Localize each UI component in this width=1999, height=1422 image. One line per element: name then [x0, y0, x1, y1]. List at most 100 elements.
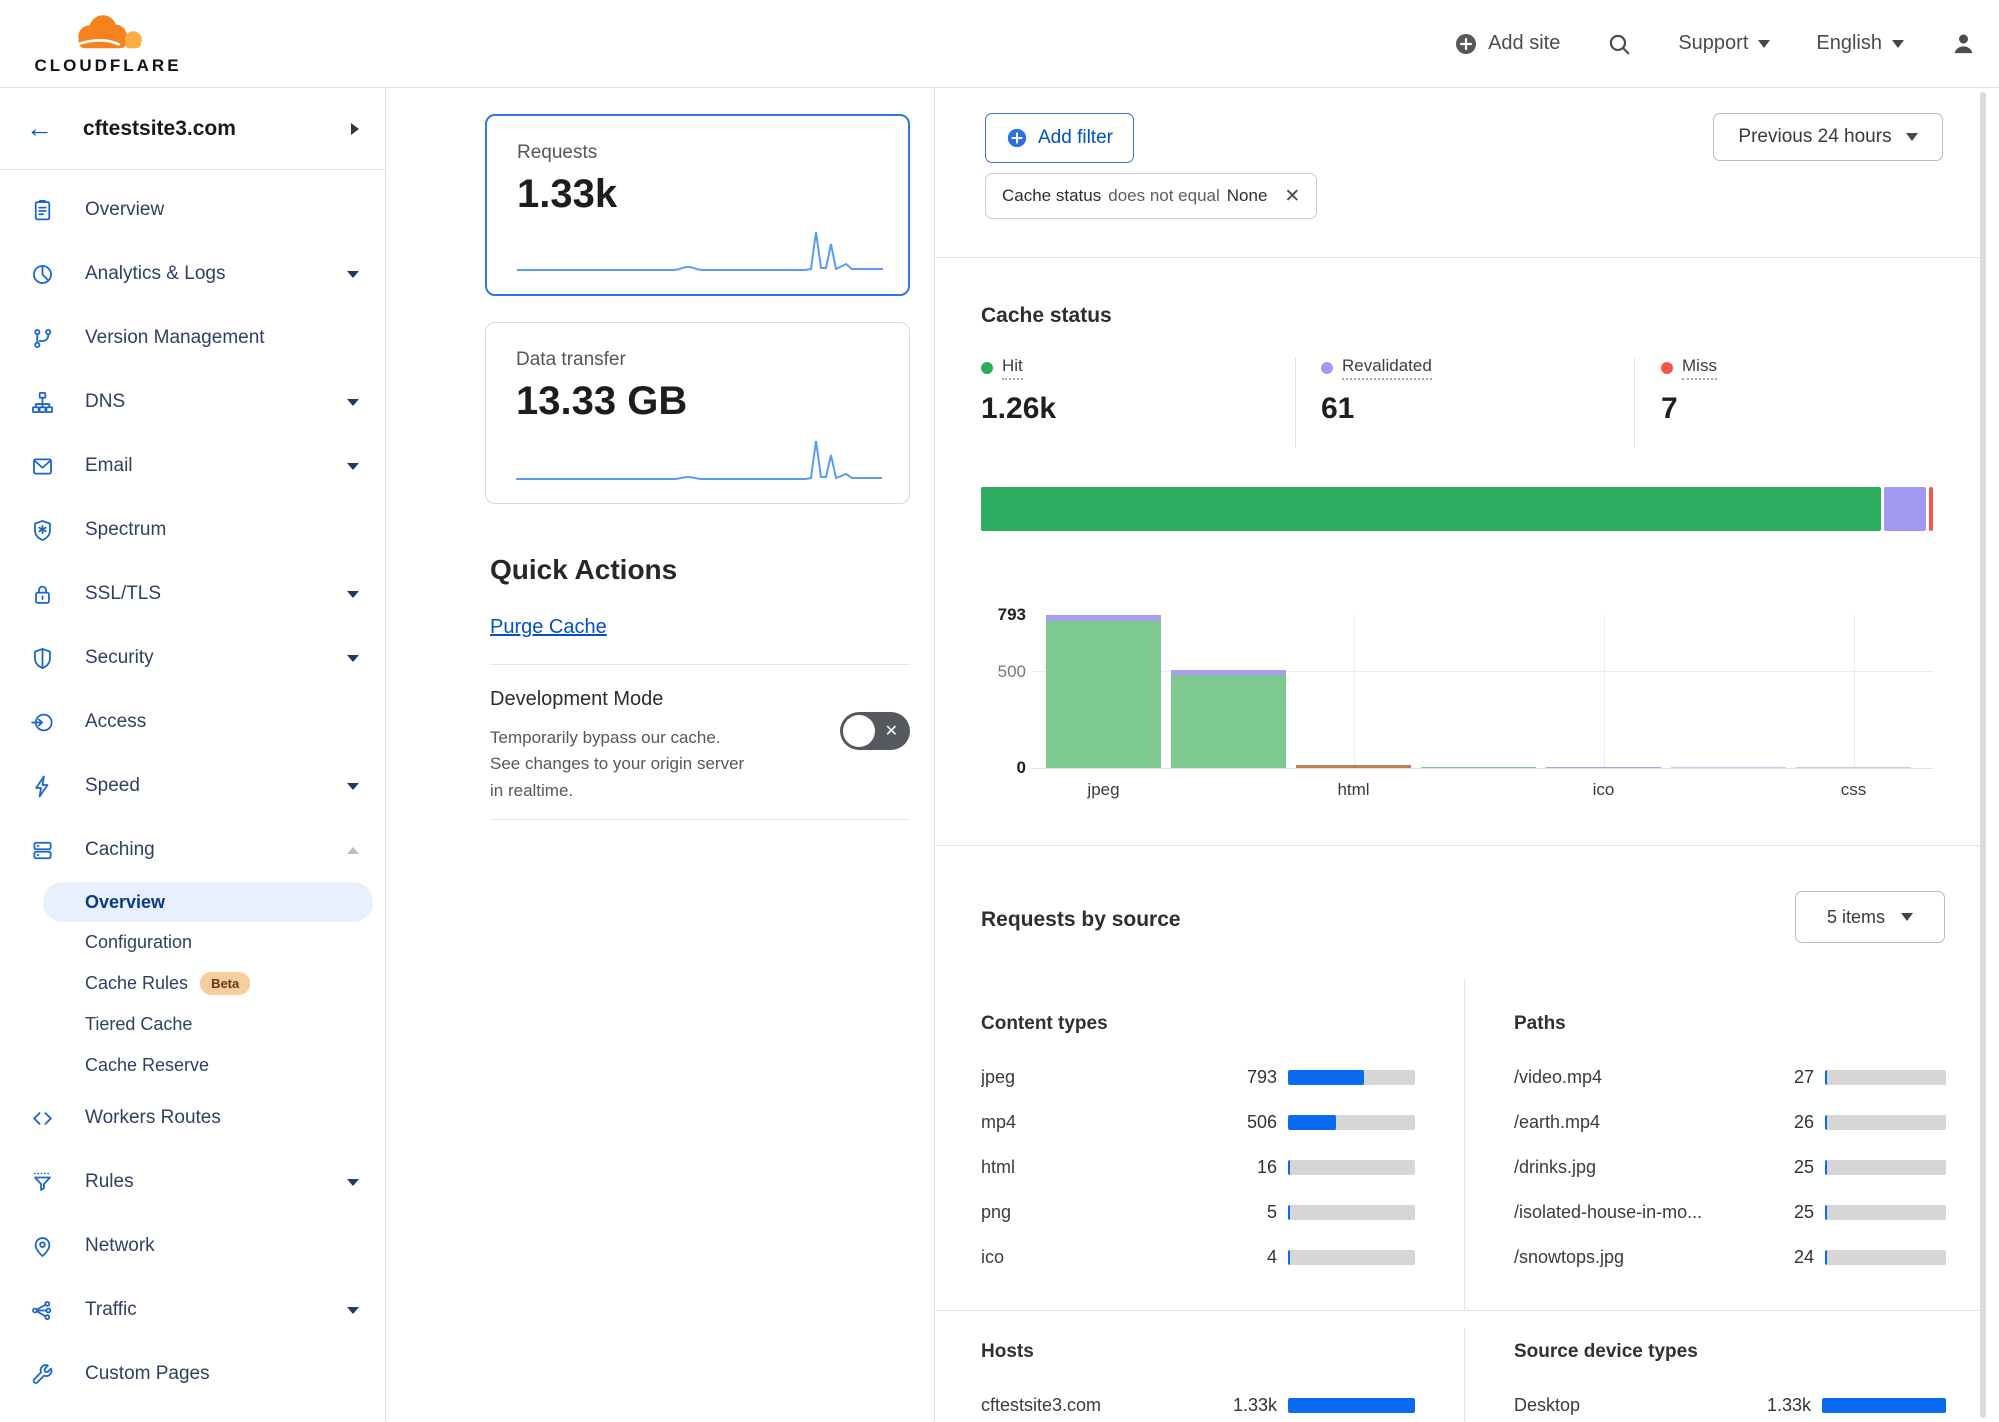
add-filter-label: Add filter: [1038, 127, 1113, 148]
stacked-segment-hit: [981, 487, 1882, 531]
sidebar-item-workers-routes[interactable]: Workers Routes: [0, 1086, 385, 1150]
cache-status-title: Cache status: [981, 304, 1112, 327]
sidebar-item-ssl-tls[interactable]: SSL/TLS: [0, 562, 385, 626]
stat-legend-revalidated[interactable]: Revalidated: [1321, 356, 1432, 380]
caching-icon: [30, 838, 55, 863]
legend-dot-icon: [981, 362, 993, 374]
sidebar-item-analytics-logs[interactable]: Analytics & Logs: [0, 242, 385, 306]
chart-gridline: [1032, 671, 1933, 672]
sidebar-item-label: Traffic: [85, 1299, 137, 1320]
row-label: /isolated-house-in-mo...: [1514, 1202, 1703, 1222]
cache-status-stat-hit: Hit 1.26k: [981, 356, 1056, 426]
sidebar-item-caching[interactable]: Caching: [0, 818, 385, 882]
stat-legend-hit[interactable]: Hit: [981, 356, 1056, 380]
data-transfer-metric-card[interactable]: Data transfer 13.33 GB: [485, 322, 910, 504]
filter-chip[interactable]: Cache status does not equal None ✕: [985, 173, 1318, 219]
chevron-down-icon: [347, 782, 359, 790]
y-axis-tick: 500: [997, 661, 1026, 681]
chevron-down-icon: [347, 1178, 359, 1186]
development-mode-info: Development Mode Temporarily bypass our …: [490, 688, 840, 804]
sidebar-item-label: SSL/TLS: [85, 583, 162, 604]
stat-value: 1.26k: [981, 392, 1057, 425]
search-icon[interactable]: [1606, 31, 1632, 57]
sidebar-item-dns[interactable]: DNS: [0, 370, 385, 434]
scrollbar[interactable]: [1980, 92, 1986, 1418]
sidebar-subitem-cache-rules[interactable]: Cache Rules Beta: [0, 963, 385, 1004]
stat-legend-miss[interactable]: Miss: [1661, 356, 1717, 380]
row-label: png: [981, 1202, 1012, 1222]
chevron-up-icon: [347, 846, 359, 854]
table-row: mp4 506: [981, 1100, 1415, 1145]
add-filter-button[interactable]: Add filter: [985, 113, 1134, 163]
sidebar-item-spectrum[interactable]: Spectrum: [0, 498, 385, 562]
cloudflare-logo[interactable]: CLOUDFLARE: [24, 11, 192, 76]
sidebar-item-custom-pages[interactable]: Custom Pages: [0, 1342, 385, 1406]
table-row: /video.mp4 27: [1514, 1055, 1946, 1100]
time-range-select[interactable]: Previous 24 hours: [1713, 113, 1943, 161]
time-range-label: Previous 24 hours: [1738, 126, 1892, 147]
progress-track: [1825, 1250, 1946, 1265]
items-count-select[interactable]: 5 items: [1795, 891, 1945, 943]
sidebar-subitem-label: Cache Rules: [85, 973, 189, 993]
sidebar-subitem-tiered-cache[interactable]: Tiered Cache: [0, 1004, 385, 1045]
cloudflare-logo-text: CLOUDFLARE: [34, 56, 182, 75]
sidebar-item-security[interactable]: Security: [0, 626, 385, 690]
divider: [490, 819, 910, 820]
sidebar-item-rules[interactable]: Rules: [0, 1150, 385, 1214]
support-menu[interactable]: Support: [1678, 32, 1771, 55]
remove-filter-icon[interactable]: ✕: [1284, 185, 1301, 207]
requests-metric-card[interactable]: Requests 1.33k: [485, 114, 910, 296]
table-row: /drinks.jpg 25: [1514, 1145, 1946, 1190]
sidebar-item-label: Speed: [85, 775, 140, 796]
development-mode-description: Temporarily bypass our cache. See change…: [490, 728, 745, 800]
sidebar-subitem-configuration[interactable]: Configuration: [0, 922, 385, 963]
chevron-down-icon: [347, 398, 359, 406]
progress-track: [1288, 1398, 1415, 1413]
sidebar-item-version-management[interactable]: Version Management: [0, 306, 385, 370]
progress-track: [1825, 1205, 1946, 1220]
progress-track: [1288, 1205, 1415, 1220]
development-mode-toggle[interactable]: ✕: [840, 712, 910, 750]
sidebar-item-network[interactable]: Network: [0, 1214, 385, 1278]
language-menu[interactable]: English: [1816, 32, 1904, 55]
table-row: /snowtops.jpg 24: [1514, 1235, 1946, 1280]
add-site-button[interactable]: Add site: [1454, 32, 1560, 56]
dns-icon: [30, 390, 55, 415]
row-value: 25: [1793, 1202, 1814, 1222]
chevron-down-icon: [1758, 39, 1771, 48]
bar-segment-mp4-hit: [1171, 675, 1286, 768]
analytics-panel: Add filter Cache status does not equal N…: [936, 88, 1981, 1422]
row-value: 5: [1266, 1202, 1277, 1222]
chevron-down-icon: [347, 590, 359, 598]
security-icon: [30, 646, 55, 671]
data-transfer-card-label: Data transfer: [516, 349, 626, 370]
x-axis-tick: html: [1337, 780, 1370, 799]
sidebar-item-traffic[interactable]: Traffic: [0, 1278, 385, 1342]
table-row: Desktop 1.33k: [1514, 1383, 1946, 1422]
progress-fill: [1288, 1205, 1290, 1220]
progress-track: [1288, 1115, 1415, 1130]
sidebar-item-access[interactable]: Access: [0, 690, 385, 754]
user-avatar-icon[interactable]: [1950, 30, 1977, 57]
legend-dot-icon: [1661, 362, 1673, 374]
back-arrow-icon[interactable]: ←: [26, 113, 53, 143]
bar-segment-other-other: [1671, 767, 1786, 768]
sidebar-item-label: DNS: [85, 391, 126, 412]
sidebar-subitem-overview[interactable]: Overview: [43, 882, 373, 922]
stat-label: Revalidated: [1342, 356, 1432, 380]
site-switcher[interactable]: ← cftestsite3.com: [0, 88, 385, 170]
sidebar-item-label: Rules: [85, 1171, 134, 1192]
sidebar-item-email[interactable]: Email: [0, 434, 385, 498]
speed-icon: [30, 774, 55, 799]
row-value: 1.33k: [1766, 1395, 1811, 1415]
purge-cache-link[interactable]: Purge Cache: [490, 616, 607, 638]
row-label: /drinks.jpg: [1514, 1157, 1597, 1177]
sidebar-item-speed[interactable]: Speed: [0, 754, 385, 818]
sidebar-item-label: Security: [85, 647, 154, 668]
sidebar-subitem-cache-reserve[interactable]: Cache Reserve: [0, 1045, 385, 1086]
sidebar-item-overview[interactable]: Overview: [0, 178, 385, 242]
table-title: Content types: [981, 1013, 1108, 1034]
plus-circle-icon: [1456, 33, 1477, 54]
row-label: /snowtops.jpg: [1514, 1247, 1625, 1267]
bar-segment-css-other: [1796, 767, 1911, 768]
